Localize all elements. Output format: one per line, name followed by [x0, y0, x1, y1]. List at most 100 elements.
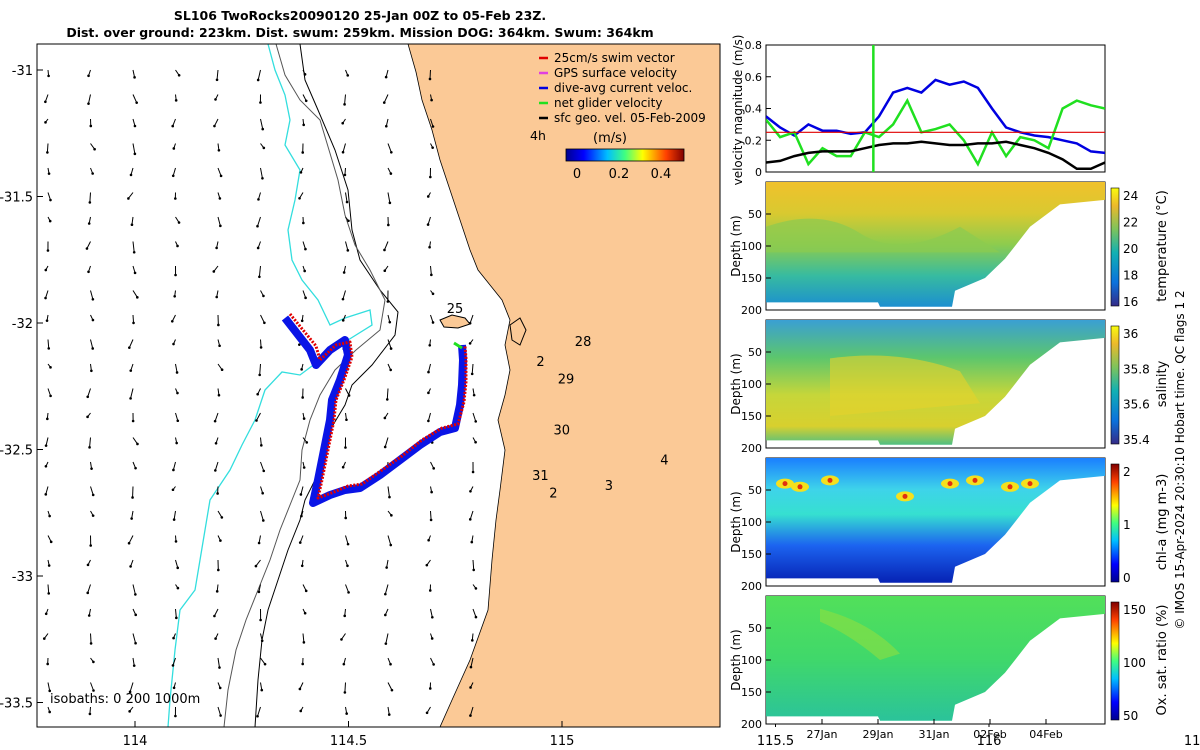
sfc-vector-arrow [257, 216, 261, 227]
sfc-vector-arrow [132, 437, 138, 445]
chl-hotspot-core [797, 484, 803, 490]
sfc-vector-head [48, 514, 51, 518]
sfc-vector-head [263, 662, 267, 666]
sfc-vector-head [88, 446, 91, 449]
sfc-vector-head [254, 564, 258, 568]
lon-tick-label: 116 [977, 734, 1002, 749]
sfc-vector-head [383, 269, 387, 273]
surface-velocity-arrows [42, 69, 478, 718]
legend-item: sfc geo. vel. 05-Feb-2009 [554, 111, 706, 125]
section-ytick-label: 100 [741, 240, 762, 253]
section-ytick-label: 200 [741, 718, 762, 731]
sfc-vector-head [46, 417, 49, 421]
sfc-vector-head [470, 372, 474, 376]
sfc-vector-head [346, 249, 350, 252]
sfc-vector-arrow [129, 682, 134, 692]
sfc-vector-head [176, 586, 180, 590]
sfc-vector-head [431, 321, 435, 324]
sfc-vector-arrow [132, 241, 135, 253]
sfc-vector-head [304, 589, 308, 593]
sfc-vector-head [298, 343, 301, 346]
sfc-vector-arrow [132, 633, 137, 644]
sfc-vector-arrow [89, 437, 91, 448]
sfc-vector-arrow [427, 412, 431, 422]
section-cbar-tick-label: 150 [1123, 603, 1146, 617]
sfc-vector-head [46, 249, 50, 252]
sfc-vector-head [429, 518, 433, 522]
sfc-vector-head [304, 247, 307, 251]
day-label: 29 [558, 373, 575, 388]
section-ylabel: Depth (m) [729, 629, 743, 690]
sfc-vector-head [427, 370, 430, 374]
sfc-vector-head [171, 488, 175, 492]
sfc-vector-head [88, 201, 92, 204]
sfc-vector-arrow [427, 216, 431, 225]
sfc-vector-head [128, 346, 131, 349]
sfc-vector-head [258, 275, 261, 279]
section-cbar-tick-label: 50 [1123, 709, 1138, 723]
sfc-vector-arrow [260, 510, 264, 521]
sfc-vector-arrow [259, 363, 261, 375]
sfc-vector-head [431, 125, 435, 128]
sfc-vector-arrow [471, 363, 474, 374]
section-data-field [766, 458, 1105, 583]
sfc-vector-arrow [172, 167, 176, 176]
sfc-vector-arrow [472, 412, 477, 422]
sfc-vector-arrow [430, 510, 432, 520]
sfc-vector-head [86, 395, 90, 399]
sfc-vector-head [347, 394, 351, 397]
sfc-vector-head [134, 641, 137, 645]
sfc-vector-head [388, 201, 392, 205]
sfc-vector-head [44, 465, 48, 468]
section-xtick-label: 29Jan [863, 728, 894, 741]
sfc-vector-head [389, 347, 393, 350]
sfc-vector-head [384, 124, 388, 128]
velocity-ytick-label: 0.8 [745, 39, 763, 52]
section-panel: 50 100 150 200 Depth (m) 2 1 0 chl-a (mg m-3) [729, 457, 1170, 593]
sfc-vector-head [386, 300, 390, 303]
legend-4h: 4h [530, 128, 546, 143]
sfc-vector-head [263, 321, 266, 325]
sfc-vector-head [49, 394, 52, 398]
sfc-vector-head [90, 467, 93, 470]
sfc-vector-arrow [469, 510, 474, 520]
sfc-vector-arrow [387, 486, 390, 498]
sfc-vector-head [133, 124, 137, 128]
sfc-vector-arrow [87, 388, 91, 397]
sfc-vector-head [428, 245, 431, 249]
sfc-vector-head [257, 541, 261, 545]
sfc-vector-head [218, 197, 222, 200]
day-label: 30 [553, 423, 570, 438]
sfc-vector-head [215, 590, 219, 593]
figure-title-line1: SL106 TwoRocks20090120 25-Jan 00Z to 05-… [173, 8, 547, 23]
sfc-vector-arrow [90, 633, 92, 644]
sfc-vector-head [49, 198, 52, 202]
section-cbar-tick-label: 16 [1123, 295, 1138, 309]
sfc-vector-head [175, 441, 178, 445]
map-frame [36, 43, 721, 728]
sfc-vector-head [300, 368, 303, 371]
section-cbar-tick-label: 22 [1123, 216, 1138, 230]
sfc-vector-arrow [172, 657, 176, 666]
sfc-vector-head [431, 292, 435, 296]
sfc-vector-head [46, 662, 49, 666]
sfc-vector-head [172, 468, 175, 472]
section-ytick-label: 50 [748, 484, 762, 497]
sfc-vector-head [48, 689, 52, 693]
sfc-vector-head [87, 270, 90, 274]
sfc-vector-head [213, 614, 216, 618]
sfc-vector-head [262, 469, 266, 473]
sfc-vector-head [130, 517, 133, 520]
sfc-vector-arrow [260, 437, 262, 446]
sfc-vector-head [298, 687, 302, 691]
sfc-vector-arrow [260, 167, 263, 179]
sfc-vector-head [173, 294, 176, 298]
sfc-vector-arrow [172, 461, 176, 471]
section-xtick-label: 31Jan [919, 728, 950, 741]
day-label: 4 [660, 454, 668, 469]
sfc-vector-head [472, 393, 476, 397]
sfc-vector-head [216, 492, 219, 495]
sfc-vector-head [342, 271, 346, 274]
sfc-vector-head [214, 98, 217, 101]
